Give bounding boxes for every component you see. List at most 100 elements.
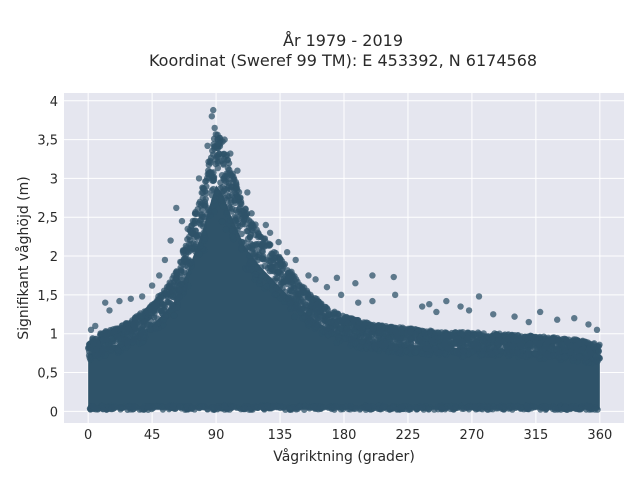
data-point — [169, 402, 177, 410]
outlier-point — [390, 273, 397, 281]
data-point — [403, 341, 410, 348]
data-point — [502, 344, 509, 351]
data-point — [506, 403, 513, 410]
data-point — [276, 261, 283, 268]
data-point — [169, 303, 176, 310]
data-point — [517, 342, 525, 350]
outlier-point — [511, 313, 518, 320]
data-point — [225, 179, 232, 186]
data-point — [368, 336, 375, 343]
data-point — [147, 309, 155, 317]
data-point — [477, 405, 485, 412]
outlier-point — [275, 238, 282, 246]
data-point — [460, 347, 467, 355]
data-point — [219, 203, 227, 210]
data-point — [230, 235, 237, 243]
data-point — [486, 345, 494, 352]
data-point — [188, 258, 195, 266]
outlier-point — [211, 124, 218, 132]
data-point — [138, 312, 146, 319]
data-point — [193, 233, 200, 240]
data-point — [560, 344, 568, 352]
data-point — [531, 403, 538, 411]
data-point — [561, 353, 568, 361]
data-point — [459, 338, 466, 346]
outlier-point — [337, 291, 345, 299]
data-point — [176, 403, 184, 410]
data-point — [592, 353, 600, 360]
data-point — [162, 290, 170, 297]
x-tick-label: 0 — [84, 428, 92, 443]
data-point — [315, 304, 322, 311]
data-point — [210, 151, 217, 158]
data-point — [596, 341, 603, 348]
data-point — [144, 321, 151, 328]
data-point — [422, 345, 429, 352]
data-point — [117, 340, 125, 348]
outlier-point — [475, 293, 483, 300]
outlier-point — [167, 237, 174, 244]
data-point — [131, 403, 139, 411]
data-point — [302, 307, 309, 314]
data-point — [159, 301, 167, 308]
outlier-point — [244, 189, 251, 196]
outlier-point — [312, 276, 319, 283]
data-point — [545, 353, 553, 360]
data-point — [206, 157, 214, 165]
data-point — [321, 305, 328, 313]
data-point — [301, 402, 309, 410]
data-point — [472, 338, 480, 346]
y-tick-label: 4 — [50, 95, 58, 110]
data-point — [234, 187, 241, 194]
data-point — [583, 402, 590, 410]
data-point — [418, 404, 426, 411]
data-point — [231, 176, 238, 183]
data-point — [480, 336, 487, 344]
data-point — [212, 160, 219, 168]
data-point — [525, 333, 533, 341]
data-point — [218, 218, 226, 225]
data-point — [387, 326, 395, 333]
data-point — [352, 340, 359, 347]
outlier-point — [178, 217, 186, 225]
chart-title-line-2: Koordinat (Sweref 99 TM): E 453392, N 61… — [149, 51, 537, 70]
y-tick-labels: 0 0,5 1 1,5 2 2,5 3 3,5 4 — [37, 95, 58, 421]
data-point — [184, 263, 191, 270]
data-point — [444, 345, 452, 352]
data-point — [352, 405, 360, 412]
data-point — [129, 338, 136, 346]
data-point — [496, 403, 503, 411]
data-point — [283, 278, 291, 285]
data-point — [431, 345, 439, 352]
data-point — [172, 277, 179, 284]
outlier-point — [292, 256, 299, 264]
data-point — [131, 315, 139, 323]
outlier-point — [184, 225, 191, 233]
data-point — [220, 160, 227, 167]
data-point — [315, 406, 322, 413]
data-point — [595, 348, 603, 355]
outlier-point — [465, 307, 473, 314]
data-point — [173, 268, 181, 276]
data-point — [357, 405, 364, 412]
data-point — [117, 404, 125, 412]
data-point — [169, 282, 176, 289]
outlier-point — [248, 210, 255, 217]
data-point — [286, 300, 294, 308]
data-point — [513, 336, 520, 344]
outlier-point — [138, 293, 146, 300]
data-point — [523, 402, 530, 410]
data-point — [272, 275, 279, 282]
data-point — [264, 402, 271, 410]
data-point — [406, 405, 413, 413]
data-point — [201, 237, 208, 244]
data-point — [424, 351, 431, 358]
data-point — [348, 320, 356, 328]
data-point — [413, 404, 421, 412]
data-point — [176, 287, 183, 294]
data-point — [268, 279, 276, 287]
data-point — [291, 304, 298, 311]
data-point — [113, 333, 121, 340]
data-point — [88, 347, 95, 355]
data-point — [268, 265, 275, 273]
